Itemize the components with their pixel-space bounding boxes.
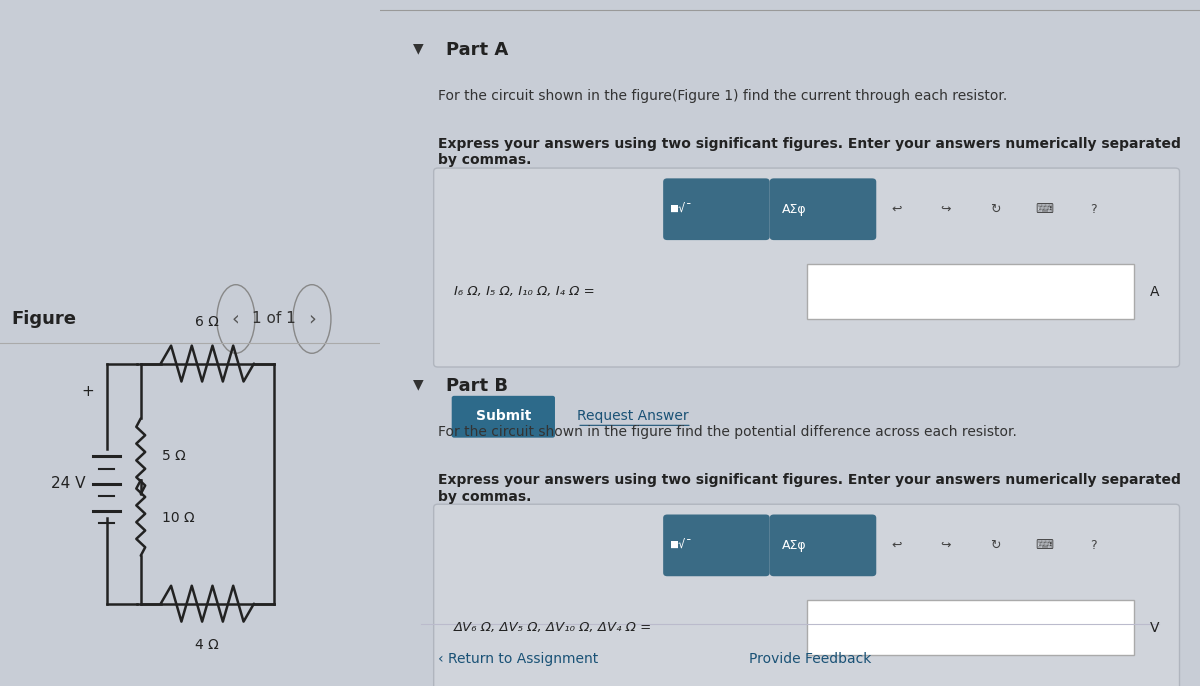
Text: ?: ? [1090,539,1097,552]
FancyBboxPatch shape [664,178,769,240]
Text: Express your answers using two significant figures. Enter your answers numerical: Express your answers using two significa… [438,137,1181,167]
Text: Part A: Part A [446,41,509,59]
Text: ▼: ▼ [413,41,424,55]
Text: For the circuit shown in the figure(Figure 1) find the current through each resi: For the circuit shown in the figure(Figu… [438,89,1007,103]
Text: ΑΣφ: ΑΣφ [782,203,806,215]
Text: For the circuit shown in the figure find the potential difference across each re: For the circuit shown in the figure find… [438,425,1016,439]
Text: 4 Ω: 4 Ω [196,638,220,652]
Text: +: + [82,383,94,399]
Text: 5 Ω: 5 Ω [162,449,186,463]
Text: ⌨: ⌨ [1036,539,1054,552]
Text: ↻: ↻ [990,203,1001,215]
Text: 10 Ω: 10 Ω [162,511,194,525]
FancyBboxPatch shape [451,396,554,438]
Text: Part B: Part B [446,377,508,395]
FancyBboxPatch shape [433,504,1180,686]
Text: Figure: Figure [12,310,77,328]
Text: ΑΣφ: ΑΣφ [782,539,806,552]
Text: ›: › [308,309,316,329]
FancyBboxPatch shape [667,514,1118,576]
FancyBboxPatch shape [769,514,876,576]
Text: 1 of 1: 1 of 1 [252,311,295,327]
Text: ⌨: ⌨ [1036,203,1054,215]
Text: ↻: ↻ [990,539,1001,552]
Text: Provide Feedback: Provide Feedback [749,652,871,665]
Text: 24 V: 24 V [52,476,85,491]
Text: Request Answer: Request Answer [577,410,689,423]
Text: ↪: ↪ [941,203,952,215]
Text: V: V [1150,621,1159,635]
Text: 6 Ω: 6 Ω [196,316,220,329]
Text: ↩: ↩ [892,539,902,552]
FancyBboxPatch shape [433,168,1180,367]
Text: Express your answers using two significant figures. Enter your answers numerical: Express your answers using two significa… [438,473,1181,504]
Bar [806,264,1134,319]
Text: ‹: ‹ [232,309,240,329]
Bar [806,600,1134,655]
Text: A: A [1150,285,1159,298]
Text: ■√̄: ■√̄ [671,203,692,215]
FancyBboxPatch shape [667,178,1118,240]
Text: ↩: ↩ [892,203,902,215]
Text: ▼: ▼ [413,377,424,391]
Text: I₆ Ω, I₅ Ω, I₁₀ Ω, I₄ Ω =: I₆ Ω, I₅ Ω, I₁₀ Ω, I₄ Ω = [454,285,595,298]
Text: ■√̄: ■√̄ [671,539,692,552]
Text: Submit: Submit [475,410,532,423]
Text: ‹ Return to Assignment: ‹ Return to Assignment [438,652,598,665]
Text: ?: ? [1090,203,1097,215]
Text: ΔV₆ Ω, ΔV₅ Ω, ΔV₁₀ Ω, ΔV₄ Ω =: ΔV₆ Ω, ΔV₅ Ω, ΔV₁₀ Ω, ΔV₄ Ω = [454,622,653,634]
FancyBboxPatch shape [769,178,876,240]
Text: ↪: ↪ [941,539,952,552]
FancyBboxPatch shape [664,514,769,576]
